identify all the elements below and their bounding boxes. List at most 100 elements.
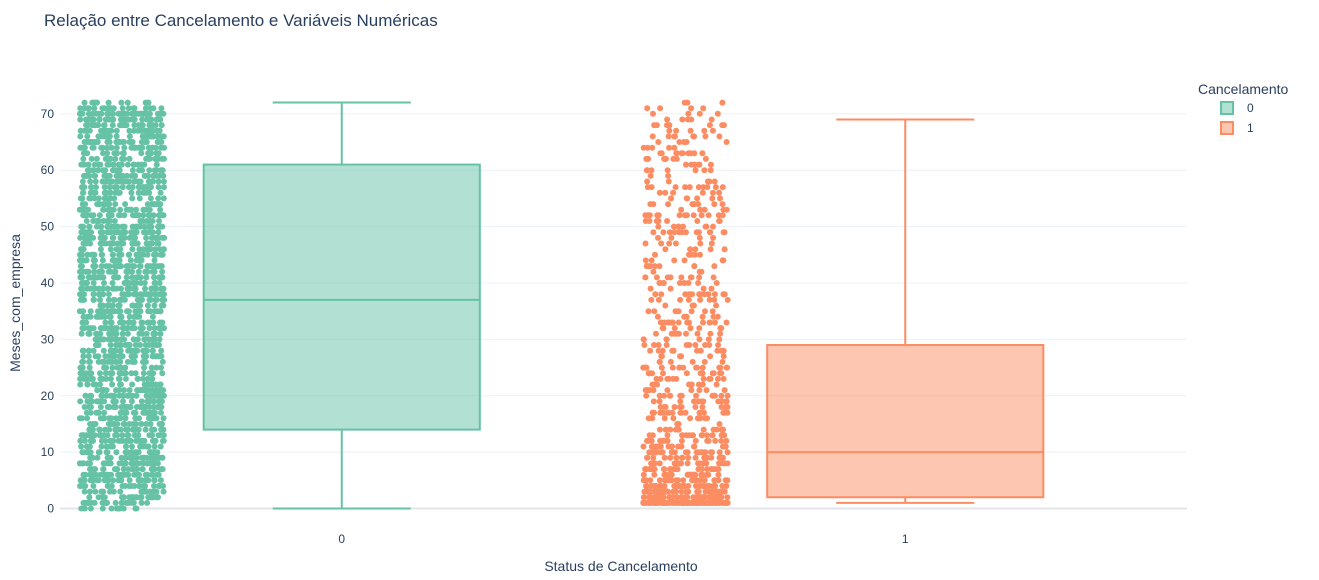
data-point	[160, 488, 167, 495]
data-point	[93, 155, 100, 162]
data-point	[109, 251, 116, 258]
data-point	[98, 443, 105, 450]
data-point	[659, 347, 666, 354]
data-point	[107, 240, 114, 247]
data-point	[698, 398, 705, 405]
data-point	[104, 454, 111, 461]
data-point	[711, 178, 718, 185]
data-point	[694, 330, 701, 337]
data-point	[77, 437, 84, 444]
data-point	[661, 319, 668, 326]
data-point	[697, 347, 704, 354]
data-point	[140, 460, 147, 467]
data-point	[139, 296, 145, 303]
data-point	[157, 432, 163, 439]
data-point	[100, 150, 106, 157]
data-point	[77, 381, 84, 388]
data-point	[137, 218, 144, 224]
data-point	[101, 313, 108, 320]
data-point	[686, 184, 693, 191]
data-point	[675, 421, 682, 427]
data-point	[651, 409, 657, 416]
data-point	[702, 308, 708, 315]
data-point	[145, 150, 152, 157]
data-point	[679, 483, 686, 489]
data-point	[701, 358, 708, 365]
legend-item-1[interactable]: 1	[1220, 121, 1254, 135]
data-point	[658, 364, 665, 371]
data-point	[140, 488, 147, 495]
data-point	[673, 150, 680, 157]
data-point	[109, 122, 116, 129]
data-point	[125, 319, 132, 326]
data-point	[160, 415, 167, 422]
data-point	[137, 274, 144, 281]
data-point	[80, 353, 87, 360]
data-point	[645, 308, 652, 315]
data-point	[685, 150, 692, 157]
data-point	[84, 167, 91, 174]
data-point	[672, 426, 679, 433]
data-point	[157, 330, 164, 337]
data-point	[711, 201, 718, 208]
data-point	[656, 263, 663, 270]
data-point	[79, 347, 86, 354]
data-point	[122, 229, 129, 236]
data-point	[147, 296, 154, 303]
data-point	[685, 110, 692, 117]
data-point	[107, 229, 114, 236]
data-point	[646, 370, 653, 377]
data-point	[718, 392, 725, 399]
data-point	[111, 218, 118, 224]
data-point	[104, 483, 111, 489]
y-tick-label: 50	[41, 220, 55, 234]
data-point	[128, 189, 135, 196]
data-point	[650, 454, 657, 461]
data-point	[665, 172, 672, 179]
data-point	[97, 404, 104, 410]
data-point	[672, 240, 679, 247]
data-point	[114, 167, 121, 174]
data-point	[143, 240, 150, 247]
data-point	[111, 398, 118, 405]
data-point	[651, 263, 658, 270]
data-point	[104, 144, 110, 151]
data-point	[111, 308, 118, 315]
data-point	[108, 223, 115, 230]
data-point	[114, 263, 121, 270]
data-point	[102, 167, 109, 174]
data-point	[81, 437, 88, 444]
data-point	[113, 466, 120, 473]
data-point	[678, 488, 685, 495]
data-point	[138, 398, 145, 405]
data-point	[149, 201, 155, 208]
data-point	[96, 116, 103, 123]
data-point	[116, 302, 123, 309]
data-point	[107, 313, 114, 320]
data-point	[718, 370, 725, 377]
legend[interactable]: Cancelamento 0 1	[1198, 81, 1288, 135]
legend-item-0[interactable]: 0	[1220, 101, 1254, 115]
data-point	[79, 178, 86, 185]
data-point	[683, 494, 690, 501]
data-point	[679, 116, 686, 123]
data-point	[79, 364, 86, 371]
y-tick-label: 60	[41, 163, 55, 177]
data-point	[126, 313, 133, 320]
data-point	[690, 432, 696, 439]
data-point	[81, 240, 88, 247]
data-point	[704, 483, 711, 489]
data-point	[118, 336, 125, 343]
data-point	[112, 499, 119, 506]
data-point	[137, 291, 144, 298]
data-point	[146, 381, 153, 388]
data-point	[661, 466, 668, 473]
data-point	[87, 505, 94, 512]
data-point	[121, 178, 127, 185]
data-point	[120, 392, 127, 399]
data-point	[709, 195, 716, 202]
data-point	[143, 454, 150, 461]
data-point	[160, 483, 166, 489]
data-point	[155, 483, 162, 489]
data-point	[152, 155, 159, 162]
